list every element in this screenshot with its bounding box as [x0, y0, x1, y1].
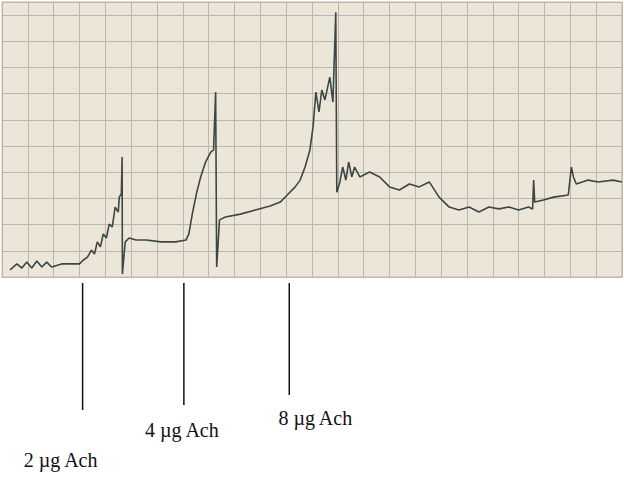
svg-text:8 µg Ach: 8 µg Ach: [278, 407, 352, 430]
svg-text:2 µg Ach: 2 µg Ach: [24, 449, 98, 472]
svg-text:4 µg Ach: 4 µg Ach: [145, 419, 219, 442]
